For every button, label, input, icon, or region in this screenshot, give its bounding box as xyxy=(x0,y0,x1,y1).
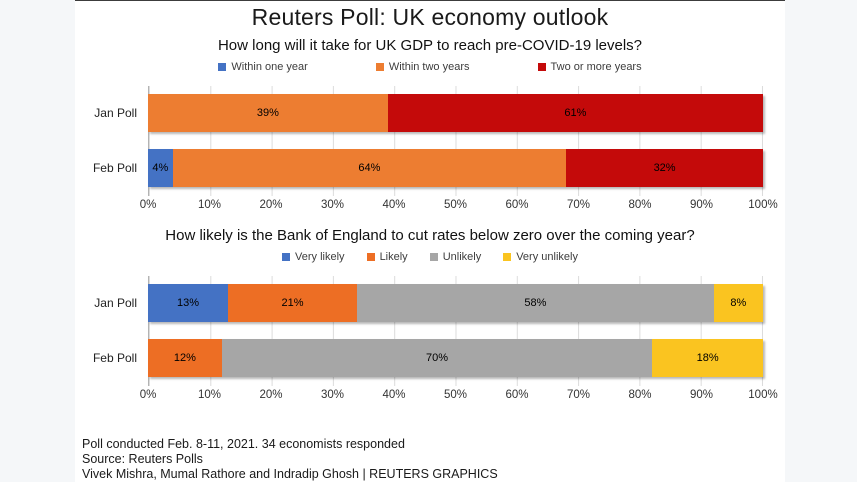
bar-segment: 12% xyxy=(148,339,222,377)
legend-label: Likely xyxy=(379,250,408,263)
axis-tick-label: 100% xyxy=(748,199,778,211)
footer: Poll conducted Feb. 8-11, 2021. 34 econo… xyxy=(82,437,498,482)
legend-label: Very likely xyxy=(295,250,345,263)
bar-segment: 4% xyxy=(148,149,173,187)
axis-tick-label: 40% xyxy=(382,199,406,211)
legend-swatch-icon xyxy=(537,62,546,71)
legend-swatch-icon xyxy=(366,252,375,261)
bar-segment: 32% xyxy=(566,149,763,187)
bar-segment: 64% xyxy=(172,149,567,187)
bar-segment: 18% xyxy=(652,339,763,377)
legend-item: Very unlikely xyxy=(503,251,578,263)
legend: Very likely Likely Unlikely Very unlikely xyxy=(75,250,785,263)
axis-tick-label: 20% xyxy=(259,389,283,401)
axis-tick-label: 0% xyxy=(139,389,157,401)
chart-gdp-recovery: How long will it take for UK GDP to reac… xyxy=(75,37,785,214)
legend-swatch-icon xyxy=(282,252,291,261)
legend-label: Within two years xyxy=(388,60,470,73)
stacked-bar: 13% 21% 58% 8% xyxy=(148,284,763,322)
chart-subtitle: How long will it take for UK GDP to reac… xyxy=(217,37,643,54)
row-label: Jan Poll xyxy=(94,106,137,120)
bar-segment: 39% xyxy=(148,94,388,132)
footer-source: Source: Reuters Polls xyxy=(82,452,203,466)
axis-tick-label: 10% xyxy=(197,199,222,211)
legend-label: Two or more years xyxy=(550,60,642,73)
bar-segment: 21% xyxy=(227,284,358,322)
x-axis: 0% 10% 20% 30% 40% 50% 60% 70% 80% 90% 100% xyxy=(140,199,778,214)
x-axis: 0% 10% 20% 30% 40% 50% 60% 70% 80% 90% 100% xyxy=(140,389,778,404)
axis-tick-label: 50% xyxy=(443,389,468,401)
row-label: Jan Poll xyxy=(94,296,137,310)
axis-tick-label: 10% xyxy=(197,389,222,401)
legend-swatch-icon xyxy=(375,62,384,71)
chart-panel: Reuters Poll: UK economy outlook How lon… xyxy=(75,0,785,482)
axis-tick-label: 70% xyxy=(566,389,591,401)
axis-tick-label: 30% xyxy=(320,389,345,401)
axis-tick-label: 0% xyxy=(139,199,157,211)
row-label: Feb Poll xyxy=(92,161,137,175)
stacked-bar: 12% 70% 18% xyxy=(148,339,763,377)
legend-item: Very likely xyxy=(282,251,345,263)
axis-tick-label: 90% xyxy=(689,389,714,401)
axis-tick-label: 30% xyxy=(320,199,345,211)
bar-segment: 13% xyxy=(148,284,228,322)
legend-item: Unlikely xyxy=(429,250,482,263)
footer-credits: Vivek Mishra, Mumal Rathore and Indradip… xyxy=(82,467,498,481)
legend-item: Within two years xyxy=(375,60,470,73)
stacked-bar: 4% 64% 32% xyxy=(148,149,763,187)
legend-swatch-icon xyxy=(429,252,438,261)
chart-boe-rate-cut: How likely is the Bank of England to cut… xyxy=(75,227,785,404)
axis-tick-label: 40% xyxy=(382,389,406,401)
chart-subtitle: How likely is the Bank of England to cut… xyxy=(165,227,695,244)
legend-swatch-icon xyxy=(218,62,227,71)
stacked-bar: 39% 61% xyxy=(148,94,763,132)
axis-tick-label: 80% xyxy=(628,199,652,211)
footer-poll-note: Poll conducted Feb. 8-11, 2021. 34 econo… xyxy=(82,437,405,451)
axis-tick-label: 60% xyxy=(505,389,529,401)
legend-item: Likely xyxy=(366,250,408,263)
bar-segment: 58% xyxy=(357,284,714,322)
axis-tick-label: 50% xyxy=(443,199,468,211)
plot-area: Jan Poll 13% 21% 58% 8% Feb Poll 12% 70% 18% xyxy=(93,276,763,386)
legend-item: Within one year xyxy=(218,60,308,73)
legend-item: Two or more years xyxy=(537,60,642,73)
plot-area: Jan Poll 39% 61% Feb Poll 4% 64% 32% xyxy=(93,86,763,196)
axis-tick-label: 90% xyxy=(689,199,714,211)
page-title: Reuters Poll: UK economy outlook xyxy=(251,4,609,30)
legend-label: Within one year xyxy=(231,60,308,73)
legend-label: Unlikely xyxy=(442,250,482,263)
bar-segment: 8% xyxy=(713,284,763,322)
axis-tick-label: 20% xyxy=(259,199,283,211)
axis-tick-label: 70% xyxy=(566,199,591,211)
axis-tick-label: 100% xyxy=(748,389,778,401)
axis-tick-label: 60% xyxy=(505,199,529,211)
row-label: Feb Poll xyxy=(92,351,137,365)
axis-tick-label: 80% xyxy=(628,389,652,401)
legend-label: Very unlikely xyxy=(516,250,578,263)
bar-segment: 61% xyxy=(387,94,763,132)
legend-swatch-icon xyxy=(503,252,512,261)
legend: Within one year Within two years Two or mo… xyxy=(75,60,785,73)
bar-segment: 70% xyxy=(221,339,653,377)
